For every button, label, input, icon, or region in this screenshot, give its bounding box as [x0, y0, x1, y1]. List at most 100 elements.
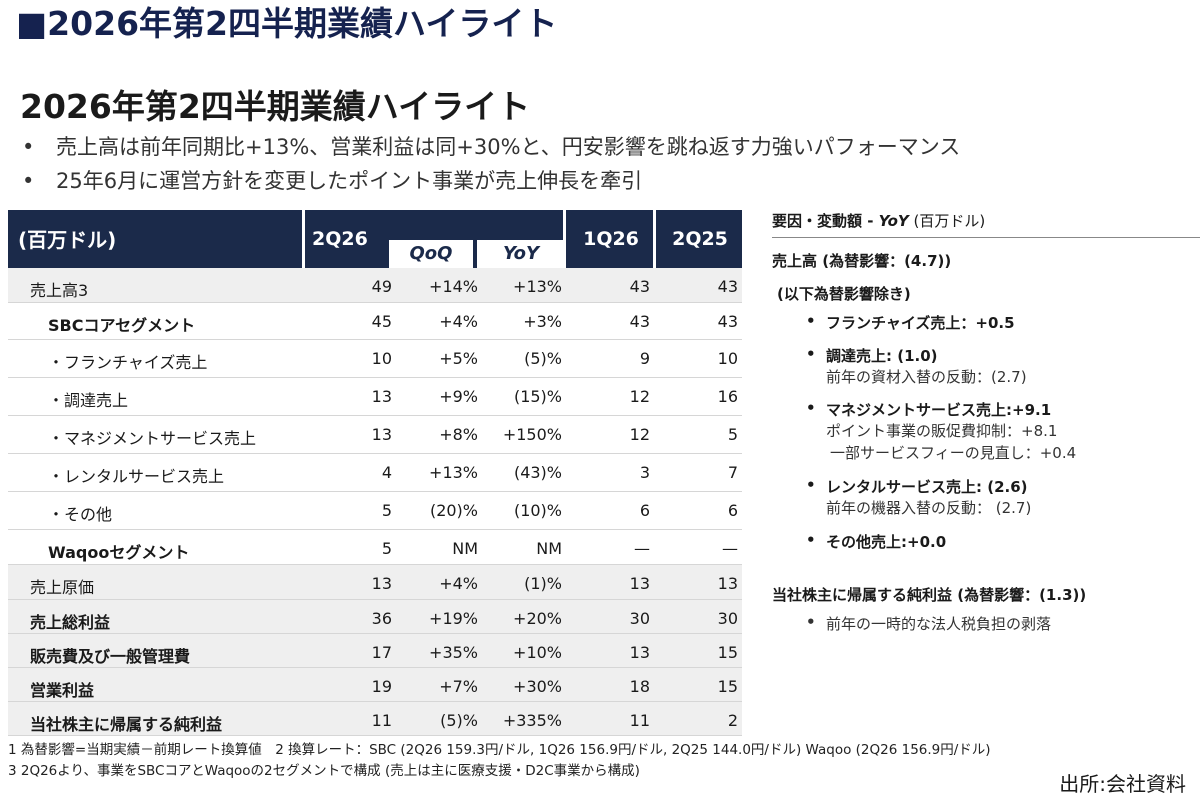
row-label: ・マネジメントサービス売上	[48, 429, 257, 448]
franchise-factor: フランチャイズ売上：+0.5	[806, 312, 1014, 333]
cell-value: NM	[452, 539, 478, 558]
row-label: SBCコアセグメント	[48, 316, 196, 335]
cell-value: 49	[371, 277, 392, 296]
cell-value: (5)%	[524, 349, 562, 368]
cell-value: +13%	[513, 277, 562, 296]
rental-note: 前年の機器入替の反動： (2.7)	[826, 499, 1032, 517]
row-label: 営業利益	[30, 681, 95, 700]
cell-value: +4%	[439, 312, 478, 331]
results-table: (百万ドル) 2Q26 QoQ YoY 1Q26 2Q25 売上高3 49 +14%…	[8, 210, 742, 736]
cell-value: 13	[629, 574, 650, 593]
table-row: 売上原価 13 +4% (1)% 13 13	[8, 565, 742, 600]
cell-value: 7	[727, 463, 738, 482]
cell-value: +20%	[513, 609, 562, 628]
table-row: ・レンタルサービス売上 4 +13% (43)% 3 7	[8, 454, 742, 492]
cell-value: +9%	[439, 387, 478, 406]
sales-title: 売上高 (為替影響：(4.7))	[772, 252, 952, 270]
table-row: 売上高3 49 +14% +13% 43 43	[8, 268, 742, 303]
header-2q26: 2Q26	[312, 228, 368, 250]
table-row: Waqooセグメント 5 NM NM — —	[8, 530, 742, 565]
row-label: 売上原価	[30, 578, 95, 597]
cell-value: +7%	[439, 677, 478, 696]
net-income-note: 前年の一時的な法人税負担の剥落	[806, 613, 1051, 634]
cell-value: (10)%	[513, 501, 562, 520]
row-label: 売上高3	[30, 281, 89, 300]
table-row: ・マネジメントサービス売上 13 +8% +150% 12 5	[8, 416, 742, 454]
cell-value: 17	[371, 643, 392, 662]
cell-value: 13	[371, 387, 392, 406]
cell-value: +8%	[439, 425, 478, 444]
management-note-2: 一部サービスフィーの見直し：+0.4	[830, 444, 1077, 462]
cell-value: +4%	[439, 574, 478, 593]
management-factor: マネジメントサービス売上:+9.1	[806, 399, 1051, 420]
cell-value: 12	[629, 387, 650, 406]
table-row: 営業利益 19 +7% +30% 18 15	[8, 668, 742, 702]
footnote-2: 3 2Q26より、事業をSBCコアとWaqooの2セグメントで構成 (売上は主に…	[8, 763, 640, 779]
row-label: ・その他	[48, 505, 113, 524]
row-label: 売上総利益	[30, 613, 111, 632]
cell-value: 43	[717, 312, 738, 331]
row-label: ・調達売上	[48, 391, 129, 410]
factors-heading: 要因・変動額 - YoY (百万ドル)	[772, 210, 1200, 238]
cell-value: +35%	[429, 643, 478, 662]
source-label: 出所:会社資料	[1059, 772, 1186, 796]
cell-value: NM	[536, 539, 562, 558]
cell-value: —	[634, 539, 650, 558]
table-body: 売上高3 49 +14% +13% 43 43 SBCコアセグメント 45 +4% +3% 43 43…	[8, 268, 742, 736]
cell-value: +19%	[429, 609, 478, 628]
cell-value: 5	[727, 425, 738, 444]
cell-value: 6	[727, 501, 738, 520]
row-label: ・フランチャイズ売上	[48, 353, 208, 372]
table-row: 売上総利益 36 +19% +20% 30 30	[8, 600, 742, 634]
cell-value: 15	[717, 643, 738, 662]
cell-value: +14%	[429, 277, 478, 296]
footnote-1: 1 為替影響=当期実績－前期レート換算値 2 換算レート：SBC (2Q26 1…	[8, 742, 991, 758]
rental-factor: レンタルサービス売上: (2.6)	[806, 476, 1027, 497]
cell-value: +13%	[429, 463, 478, 482]
cell-value: 43	[629, 312, 650, 331]
cell-value: 43	[629, 277, 650, 296]
cell-value: —	[722, 539, 738, 558]
cell-value: +10%	[513, 643, 562, 662]
cell-value: 30	[629, 609, 650, 628]
other-factor: その他売上:+0.0	[806, 531, 946, 552]
cell-value: 45	[371, 312, 392, 331]
sales-sub: (以下為替影響除き)	[777, 285, 911, 303]
headline: 2026年第2四半期業績ハイライト	[20, 87, 531, 126]
cell-value: 9	[639, 349, 650, 368]
cell-value: 2	[727, 711, 738, 730]
cell-value: 5	[381, 501, 392, 520]
cell-value: (5)%	[440, 711, 478, 730]
cell-value: 36	[371, 609, 392, 628]
header-qoq: QoQ	[389, 240, 473, 268]
net-income-title: 当社株主に帰属する純利益 (為替影響：(1.3))	[772, 586, 1087, 604]
table-row: ・その他 5 (20)% (10)% 6 6	[8, 492, 742, 530]
row-label: 当社株主に帰属する純利益	[30, 715, 223, 734]
cell-value: 13	[371, 425, 392, 444]
slide-title: ■2026年第2四半期業績ハイライト	[16, 4, 558, 43]
cell-value: 11	[629, 711, 650, 730]
bullet-item: • 売上高は前年同期比+13%、営業利益は同+30%と、円安影響を跳ね返す力強いパ…	[22, 135, 961, 159]
header-1q26: 1Q26	[583, 228, 639, 250]
bullet-item: • 25年6月に運営方針を変更したポイント事業が売上伸長を牽引	[22, 169, 643, 193]
cell-value: (1)%	[524, 574, 562, 593]
cell-value: (15)%	[513, 387, 562, 406]
cell-value: 10	[371, 349, 392, 368]
cell-value: (20)%	[429, 501, 478, 520]
procurement-factor: 調達売上: (1.0)	[806, 345, 937, 366]
cell-value: 16	[717, 387, 738, 406]
summary-bullets: • 売上高は前年同期比+13%、営業利益は同+30%と、円安影響を跳ね返す力強いパ…	[22, 130, 960, 198]
cell-value: 30	[717, 609, 738, 628]
table-header: (百万ドル) 2Q26 QoQ YoY 1Q26 2Q25	[8, 210, 742, 268]
unit-label: (百万ドル)	[18, 228, 117, 252]
cell-value: 13	[629, 643, 650, 662]
cell-value: +5%	[439, 349, 478, 368]
table-row: SBCコアセグメント 45 +4% +3% 43 43	[8, 303, 742, 340]
table-row: 当社株主に帰属する純利益 11 (5)% +335% 11 2	[8, 702, 742, 736]
cell-value: 43	[717, 277, 738, 296]
cell-value: +30%	[513, 677, 562, 696]
cell-value: 6	[639, 501, 650, 520]
cell-value: 5	[381, 539, 392, 558]
cell-value: (43)%	[513, 463, 562, 482]
cell-value: 19	[371, 677, 392, 696]
